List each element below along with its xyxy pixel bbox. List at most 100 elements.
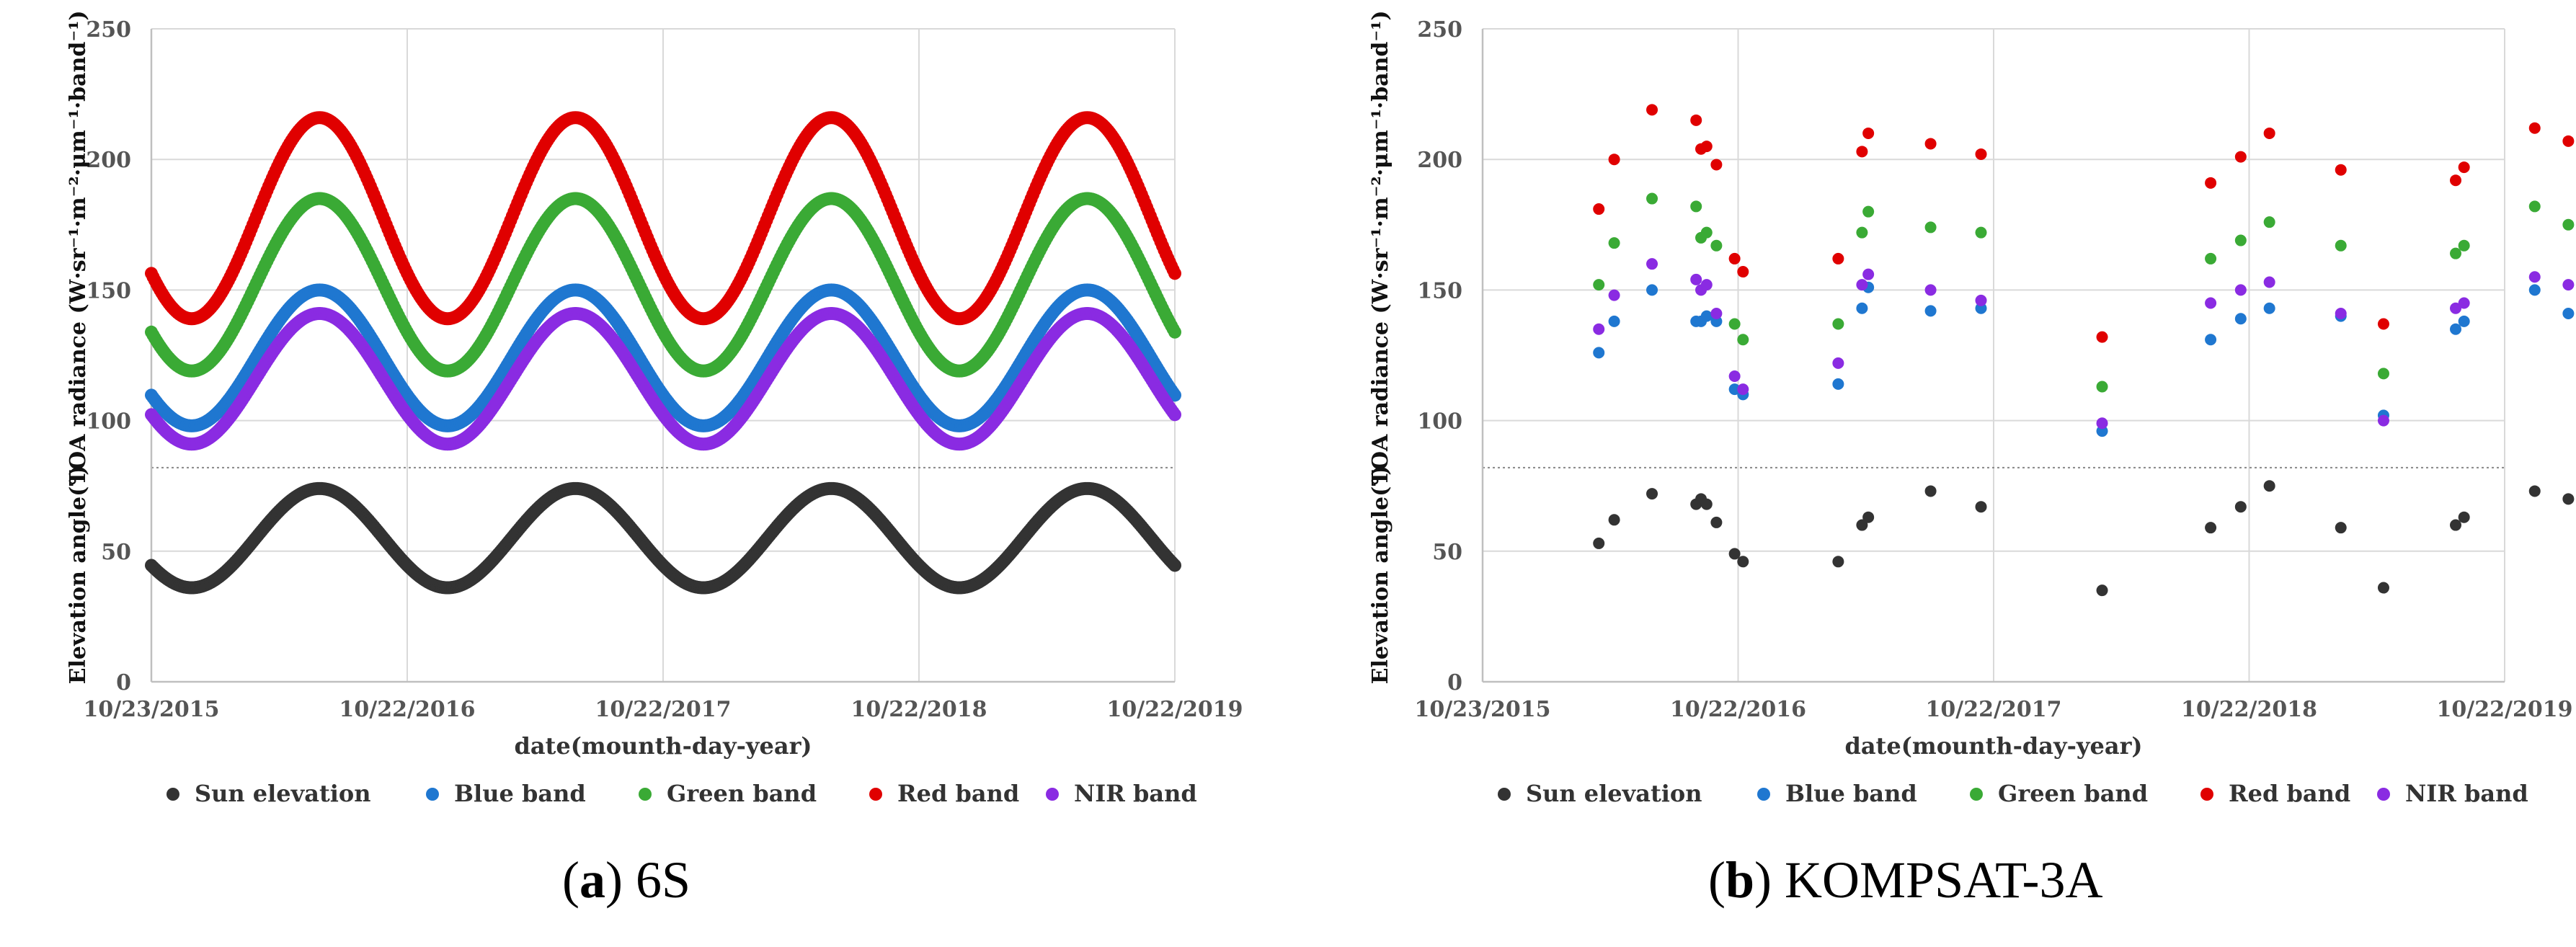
series-green-band [1593,192,2575,393]
data-point [1737,383,1749,396]
data-point [2458,161,2470,174]
data-point [1975,226,1987,239]
data-point [2234,313,2247,325]
legend-marker [426,788,439,801]
legend-marker [166,788,179,801]
data-point [2450,302,2462,314]
data-point [2234,151,2247,163]
data-point [2205,297,2217,309]
data-point [1690,200,1702,213]
data-point [2562,218,2575,231]
data-point [1975,294,1987,306]
data-point [1924,138,1937,150]
legend-entry: Blue band [454,780,586,807]
series-sun-elevation [1593,480,2575,597]
y-tick-label: 250 [1417,17,1462,43]
legend-entry: Green band [667,780,817,807]
legend: Sun elevation Blue band Green band Red band… [166,780,1197,807]
data-point [2450,247,2462,259]
y-axis-label-radiance: TOA radiance (W·sr⁻¹·m⁻²·μm⁻¹·band⁻¹) [1368,10,1393,486]
legend-entry: Green band [1998,780,2148,807]
data-point [2234,501,2247,513]
y-axis-label-elevation: Elevation angle(°) [66,465,91,684]
data-point [1862,205,1875,218]
data-point [1700,141,1713,153]
legend-marker [869,788,882,801]
data-point [2562,308,2575,320]
data-point [1975,501,1987,513]
y-tick-label: 0 [116,670,131,695]
data-point [1832,357,1844,369]
y-axis-label-radiance: TOA radiance (W·sr⁻¹·m⁻²·μm⁻¹·band⁻¹) [66,10,91,486]
x-tick-label: 10/22/2016 [1670,697,1806,722]
data-point [1856,226,1868,239]
data-point [1832,252,1844,264]
x-tick-label: 10/22/2017 [1926,697,2062,722]
series-red-band [145,111,1181,326]
data-point [1728,318,1741,330]
data-point [1646,104,1658,116]
y-tick-label: 50 [101,540,131,565]
legend: Sun elevation Blue band Green band Red band… [1498,780,2528,807]
legend-entry: Blue band [1785,780,1917,807]
data-point [1975,148,1987,160]
data-point [1856,279,1868,291]
y-tick-label: 250 [86,17,131,43]
data-point [1728,252,1741,264]
y-tick-label: 150 [86,278,131,303]
data-point [2263,302,2275,314]
data-point [2234,284,2247,296]
data-point [1168,267,1181,280]
data-point [2335,522,2347,534]
legend-entry: Sun elevation [1526,780,1702,807]
series-green-band [145,192,1181,378]
data-point [1593,347,1605,359]
legend-marker [2200,788,2213,801]
caption-a-text: 6S [635,851,691,909]
data-point [1832,556,1844,568]
y-axis-label-elevation: Elevation angle(°) [1368,465,1393,684]
data-point [1593,279,1605,291]
data-point [1832,378,1844,390]
data-point [2528,485,2541,497]
data-point [1728,548,1741,560]
data-point [2096,417,2108,430]
data-point [1737,556,1749,568]
data-point [2234,234,2247,246]
data-point [1862,511,1875,523]
data-point [2205,522,2217,534]
data-point [2335,239,2347,252]
data-point [1646,192,1658,205]
data-point [1168,325,1181,339]
data-point [1924,221,1937,234]
data-point [2458,315,2470,327]
series-nir-band [145,307,1181,451]
data-point [2096,381,2108,393]
y-tick-label: 0 [1447,670,1462,695]
x-axis-label: date(mounth-day-year) [514,732,812,760]
data-point [1608,315,1620,327]
caption-b-text: KOMPSAT-3A [1785,851,2103,909]
data-point [1646,258,1658,270]
data-point [2263,127,2275,139]
data-point [1168,408,1181,422]
data-point [2263,216,2275,228]
data-point [2562,493,2575,505]
data-point [2528,200,2541,213]
data-point [1593,323,1605,335]
caption-b-label: b [1725,851,1755,909]
data-point [2377,414,2389,427]
x-tick-label: 10/22/2016 [339,697,476,722]
x-tick-label: 10/22/2019 [1107,697,1243,722]
y-tick-label: 100 [86,409,131,435]
series-blue-band [1593,281,2575,437]
y-tick-label: 200 [1417,148,1462,173]
data-point [1924,485,1937,497]
legend-marker [1757,788,1770,801]
y-tick-label: 200 [86,148,131,173]
series-blue-band [145,283,1181,432]
data-point [1856,519,1868,531]
data-point [1832,318,1844,330]
data-point [1646,284,1658,296]
